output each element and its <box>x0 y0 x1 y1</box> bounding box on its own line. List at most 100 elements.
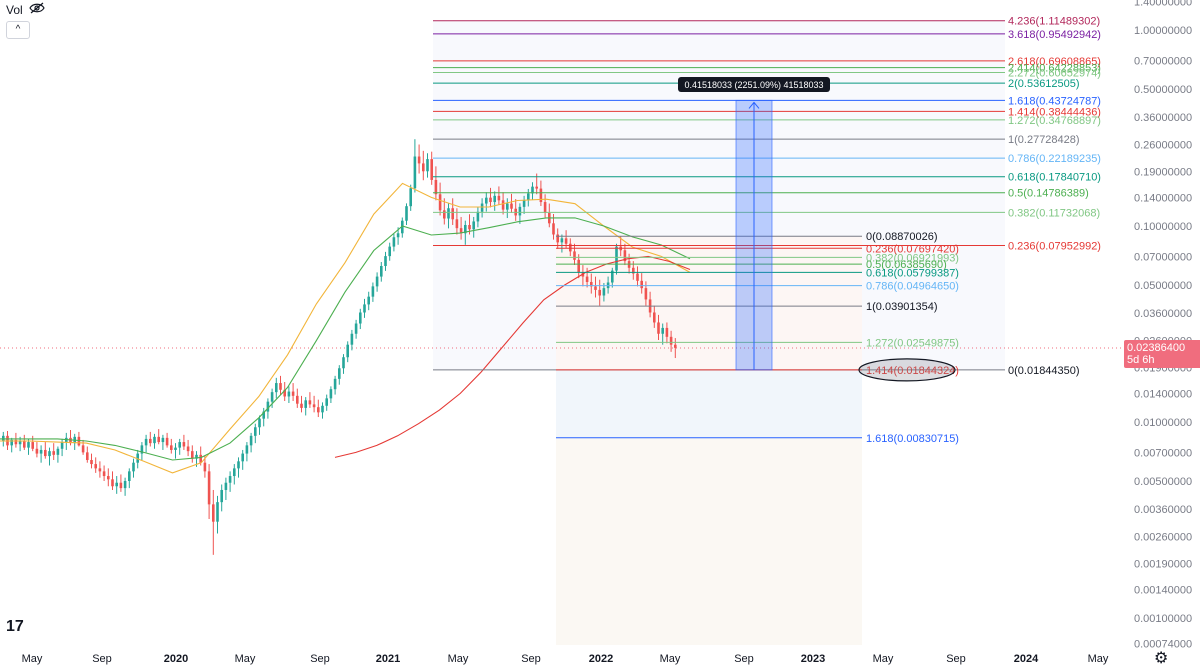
highlight-ellipse <box>858 358 956 382</box>
time-axis-label: May <box>22 653 43 665</box>
fib-extension-label: 1.618(0.43724787) <box>1008 95 1101 107</box>
candle <box>363 304 366 313</box>
candle <box>44 449 47 457</box>
candle <box>304 400 307 408</box>
moving-average-line <box>334 255 691 458</box>
candle <box>123 481 127 489</box>
candle <box>161 437 165 443</box>
price-axis-label: 0.00360000 <box>1134 504 1192 516</box>
candle <box>653 312 656 323</box>
candle <box>350 333 354 345</box>
candle <box>128 471 131 482</box>
candle <box>506 203 509 210</box>
time-axis-label: May <box>660 653 681 665</box>
candle <box>443 210 446 219</box>
candle <box>178 442 181 448</box>
candle <box>140 445 144 454</box>
candle <box>455 219 459 229</box>
moving-average-line <box>0 217 691 461</box>
candle <box>262 411 265 419</box>
candle <box>392 237 396 247</box>
candle <box>611 270 614 283</box>
candle <box>170 445 173 450</box>
price-axis-label: 0.00190000 <box>1134 558 1192 570</box>
price-axis-label: 0.01000000 <box>1134 417 1192 429</box>
fib-retracement-label: 0.786(0.04964650) <box>866 281 959 293</box>
candle <box>81 445 85 453</box>
candle <box>224 482 228 490</box>
candle <box>254 427 257 436</box>
candle <box>199 454 202 463</box>
fib-extension-label: 1(0.27728428) <box>1008 134 1080 146</box>
fib-extension-label: 2.272(0.60652974) <box>1008 68 1101 80</box>
gear-icon[interactable]: ⚙ <box>1154 650 1169 667</box>
time-axis-label: Sep <box>946 653 966 665</box>
candle <box>556 234 559 243</box>
candle <box>577 259 580 273</box>
fib-retracement-label: 0.382(0.06921993) <box>866 252 959 264</box>
candle <box>329 389 333 399</box>
candle <box>149 438 152 444</box>
candle <box>296 395 299 404</box>
price-axis-label: 0.00700000 <box>1134 447 1192 459</box>
candle <box>203 462 207 472</box>
candle <box>48 451 51 457</box>
candle <box>308 400 312 405</box>
candle <box>275 383 278 393</box>
candle <box>258 418 261 428</box>
fib-extension-label: 2.618(0.69608865) <box>1008 56 1101 68</box>
time-axis-label: Sep <box>310 653 330 665</box>
measure-label-bg <box>678 77 830 92</box>
candle <box>31 442 34 449</box>
candle <box>371 286 375 297</box>
time-axis-label: May <box>1088 653 1109 665</box>
candle <box>241 453 244 462</box>
candle <box>39 449 43 454</box>
candle <box>644 288 648 300</box>
candle <box>52 451 55 455</box>
candle <box>237 461 240 469</box>
candle <box>522 200 526 207</box>
candle <box>661 327 664 334</box>
moving-average-line <box>0 182 691 474</box>
measure-arrowhead <box>748 101 760 109</box>
price-axis-label: 0.14000000 <box>1134 192 1192 204</box>
candle <box>602 288 606 296</box>
candle <box>501 200 505 210</box>
time-axis-label: Sep <box>734 653 754 665</box>
candle <box>233 468 236 477</box>
candle <box>245 445 249 454</box>
time-axis-label: May <box>873 653 894 665</box>
fib-retracement-label: 1(0.03901354) <box>866 301 938 313</box>
eye-off-icon[interactable] <box>28 2 45 17</box>
fib-extension-label: 0(0.01844350) <box>1008 365 1080 377</box>
candle <box>493 195 496 203</box>
candle <box>111 479 114 487</box>
fib-extension-label: 0.5(0.14786389) <box>1008 188 1089 200</box>
candle <box>287 391 291 397</box>
candle <box>632 267 635 274</box>
candle <box>325 398 328 406</box>
candle <box>86 452 89 460</box>
fib-retracement-label: 0.618(0.05799387) <box>866 267 959 279</box>
fib-extension-label: 4.236(1.11489302) <box>1008 16 1100 28</box>
fib-retracement-label: 1.618(0.00830715) <box>866 433 959 445</box>
candle <box>585 276 589 282</box>
chevron-up-icon[interactable]: ^ <box>6 21 30 39</box>
candle <box>14 439 18 445</box>
price-axis-label: 0.05000000 <box>1134 280 1192 292</box>
candle <box>144 438 148 446</box>
candle <box>510 203 513 209</box>
candle <box>249 435 253 446</box>
price-axis-label: 0.01400000 <box>1134 388 1192 400</box>
time-axis-label: 2023 <box>801 653 825 665</box>
candle <box>77 436 81 446</box>
time-axis-label: Sep <box>521 653 541 665</box>
candle <box>598 289 601 296</box>
time-axis-label: 2020 <box>164 653 188 665</box>
fib-retracement-label: 0.236(0.07697420) <box>866 243 959 255</box>
candle <box>212 504 215 522</box>
price-axis-label: 0.10000000 <box>1134 221 1192 233</box>
candle <box>228 476 232 483</box>
